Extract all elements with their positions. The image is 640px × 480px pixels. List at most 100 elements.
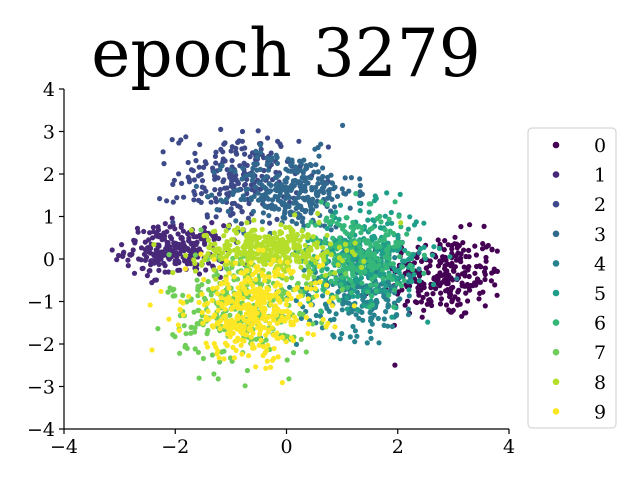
data-point	[329, 180, 335, 186]
data-point	[255, 317, 261, 324]
data-point	[352, 328, 358, 334]
data-point	[225, 208, 231, 214]
data-point	[289, 186, 295, 192]
data-point	[146, 268, 152, 274]
data-point	[373, 282, 379, 288]
data-point	[174, 254, 180, 260]
data-point	[252, 184, 258, 190]
data-point	[461, 264, 467, 270]
data-point	[464, 283, 470, 289]
data-point	[385, 221, 391, 227]
data-point	[177, 350, 183, 356]
data-point	[299, 249, 305, 255]
legend-marker	[552, 408, 560, 415]
data-point	[254, 240, 260, 246]
data-point	[155, 224, 161, 230]
data-point	[180, 292, 186, 298]
data-point	[447, 254, 453, 260]
data-point	[164, 243, 170, 249]
data-point	[283, 166, 289, 172]
data-point	[290, 350, 297, 356]
data-point	[192, 325, 198, 331]
data-point	[239, 176, 245, 182]
data-point	[277, 297, 283, 303]
data-point	[290, 338, 296, 344]
data-point	[264, 285, 270, 291]
data-point	[267, 247, 273, 253]
data-point	[223, 196, 229, 202]
data-point	[231, 183, 237, 189]
data-point	[277, 229, 283, 235]
data-point	[351, 265, 357, 271]
data-point	[355, 293, 361, 299]
data-point	[259, 219, 266, 225]
data-point	[438, 296, 444, 302]
data-point	[170, 270, 176, 276]
data-point	[396, 270, 402, 276]
data-point	[288, 322, 294, 328]
data-point	[336, 216, 342, 222]
data-point	[488, 278, 494, 284]
data-point	[431, 281, 437, 288]
data-point	[297, 288, 303, 294]
data-point	[205, 278, 211, 285]
data-point	[261, 203, 268, 209]
data-point	[305, 222, 311, 228]
data-point	[294, 168, 300, 174]
data-point	[239, 209, 245, 215]
data-point	[303, 281, 310, 287]
data-point	[431, 276, 437, 282]
data-point	[325, 290, 331, 296]
data-point	[424, 301, 430, 307]
data-point	[231, 319, 238, 325]
data-point	[116, 252, 122, 259]
data-point	[223, 258, 229, 264]
data-point	[266, 274, 272, 280]
data-point	[320, 286, 326, 292]
data-point	[465, 298, 471, 304]
data-point	[248, 334, 254, 340]
data-point	[214, 290, 220, 297]
data-point	[268, 237, 274, 243]
data-point	[262, 234, 268, 240]
data-point	[159, 237, 165, 243]
data-point	[169, 137, 175, 143]
data-point	[328, 227, 334, 233]
data-point	[235, 239, 241, 245]
data-point	[312, 280, 319, 286]
data-point	[345, 265, 351, 271]
data-point	[309, 256, 315, 262]
data-point	[339, 287, 345, 293]
y-tick-label: 2	[43, 164, 55, 186]
data-point	[445, 276, 451, 282]
data-point	[250, 165, 256, 171]
data-point	[319, 262, 326, 268]
data-point	[209, 220, 215, 226]
data-point	[247, 278, 253, 284]
data-point	[288, 226, 294, 232]
data-point	[175, 231, 181, 237]
data-point	[247, 154, 253, 160]
data-point	[200, 355, 206, 362]
data-point	[203, 232, 210, 239]
data-point	[390, 230, 397, 237]
data-point	[297, 237, 303, 243]
data-point	[176, 327, 182, 333]
data-point	[347, 205, 353, 211]
legend-marker	[552, 289, 560, 297]
data-point	[294, 285, 300, 291]
data-point	[494, 248, 500, 254]
data-point	[356, 244, 362, 250]
data-point	[367, 226, 373, 233]
data-point	[209, 192, 215, 198]
data-point	[317, 188, 323, 194]
data-point	[312, 286, 318, 292]
data-point	[462, 270, 468, 276]
data-point	[460, 240, 466, 246]
data-point	[415, 289, 421, 295]
data-point	[405, 250, 411, 256]
data-point	[214, 351, 220, 357]
data-point	[364, 240, 370, 246]
data-point	[153, 247, 159, 253]
data-point	[421, 244, 427, 250]
